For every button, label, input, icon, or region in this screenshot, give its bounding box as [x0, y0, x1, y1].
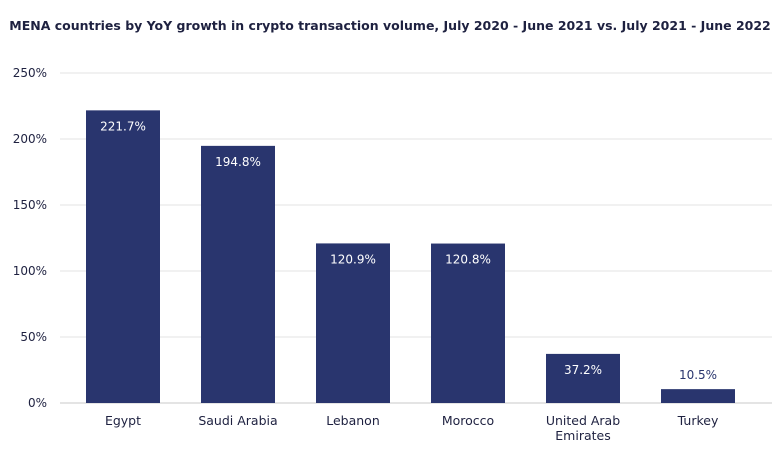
bar: [661, 389, 735, 403]
bar: [431, 243, 505, 403]
chart-title: MENA countries by YoY growth in crypto t…: [9, 18, 771, 33]
bar: [316, 243, 390, 403]
x-tick-label: Saudi Arabia: [198, 413, 277, 428]
x-tick-label: Morocco: [442, 413, 494, 428]
bar-value-label: 194.8%: [215, 155, 261, 169]
bar-value-label: 120.8%: [445, 253, 491, 267]
bar: [546, 353, 620, 403]
bar-value-label: 221.7%: [100, 119, 146, 133]
x-tick-label: Egypt: [105, 413, 141, 428]
y-tick-label: 50%: [20, 330, 47, 344]
x-tick-label: United Arab: [546, 413, 620, 428]
bar-value-label: 37.2%: [564, 363, 602, 377]
y-tick-label: 150%: [13, 198, 47, 212]
bar-value-label: 10.5%: [679, 368, 717, 382]
x-tick-label: Turkey: [677, 413, 719, 428]
x-tick-label: Emirates: [555, 428, 610, 443]
y-tick-label: 250%: [13, 66, 47, 80]
bar: [201, 145, 275, 403]
y-tick-label: 200%: [13, 132, 47, 146]
y-tick-label: 0%: [28, 396, 47, 410]
x-tick-label: Lebanon: [326, 413, 380, 428]
y-tick-label: 100%: [13, 264, 47, 278]
bar-value-label: 120.9%: [330, 252, 376, 266]
bar: [86, 110, 160, 403]
